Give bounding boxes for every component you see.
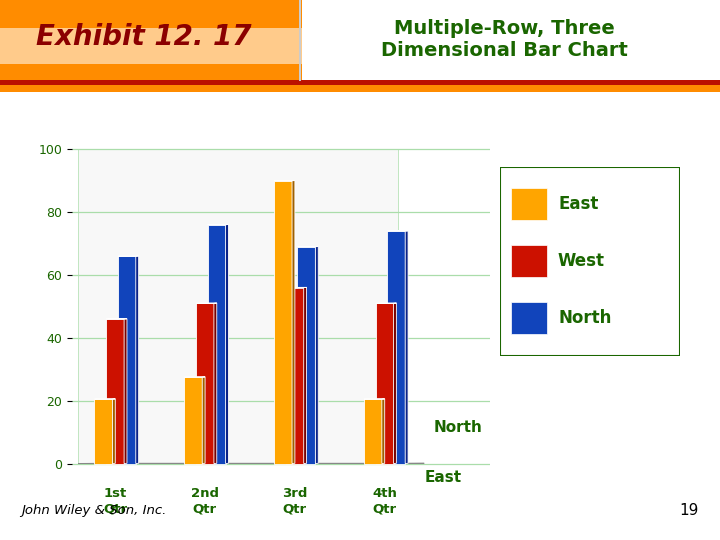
Polygon shape — [364, 399, 382, 463]
Polygon shape — [94, 399, 112, 463]
Polygon shape — [376, 303, 394, 463]
Polygon shape — [124, 319, 127, 463]
Text: North: North — [558, 309, 611, 327]
Text: 4th
Qtr: 4th Qtr — [372, 487, 397, 515]
Text: Exhibit 12. 17: Exhibit 12. 17 — [36, 23, 252, 51]
Polygon shape — [304, 287, 307, 463]
FancyBboxPatch shape — [500, 167, 680, 356]
Text: East: East — [425, 470, 462, 485]
Text: 2nd
Qtr: 2nd Qtr — [191, 487, 219, 515]
Bar — [0, 84, 720, 92]
Polygon shape — [286, 288, 304, 463]
Text: East: East — [558, 195, 598, 213]
Bar — [511, 188, 547, 220]
Polygon shape — [78, 150, 398, 463]
Polygon shape — [394, 303, 397, 463]
Polygon shape — [387, 231, 405, 463]
Polygon shape — [184, 377, 202, 463]
Polygon shape — [106, 319, 124, 463]
Polygon shape — [207, 225, 225, 463]
Bar — [0, 80, 720, 85]
Polygon shape — [112, 399, 115, 463]
Polygon shape — [405, 231, 408, 463]
Polygon shape — [214, 303, 217, 463]
Polygon shape — [196, 303, 214, 463]
Polygon shape — [382, 399, 384, 463]
Text: West: West — [558, 252, 605, 270]
Bar — [511, 301, 547, 334]
Text: Multiple-Row, Three
Dimensional Bar Chart: Multiple-Row, Three Dimensional Bar Char… — [381, 19, 627, 60]
Text: John Wiley & Son, Inc.: John Wiley & Son, Inc. — [22, 504, 167, 517]
Polygon shape — [225, 225, 228, 463]
Polygon shape — [136, 256, 139, 463]
Bar — [299, 0, 301, 81]
Polygon shape — [202, 377, 205, 463]
Bar — [302, 0, 720, 92]
Polygon shape — [118, 256, 136, 463]
Bar — [0, 28, 302, 64]
Polygon shape — [297, 247, 315, 463]
Text: 19: 19 — [679, 503, 698, 518]
Text: 1st
Qtr: 1st Qtr — [103, 487, 127, 515]
Text: North: North — [434, 420, 483, 435]
Text: 3rd
Qtr: 3rd Qtr — [282, 487, 307, 515]
Polygon shape — [315, 247, 318, 463]
Bar — [511, 245, 547, 277]
Polygon shape — [292, 180, 295, 463]
Polygon shape — [274, 181, 292, 463]
